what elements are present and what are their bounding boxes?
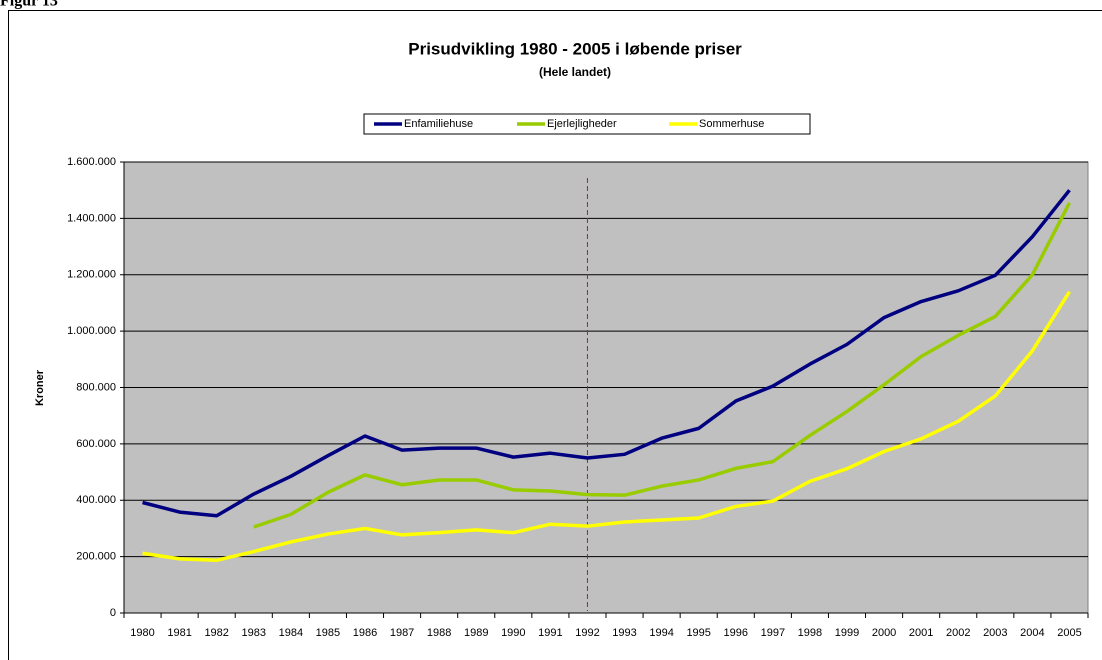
x-tick-label: 1994 [649,627,673,639]
x-tick-label: 1980 [130,627,154,639]
chart-subtitle: (Hele landet) [539,65,611,79]
y-tick-label: 800.000 [76,381,116,393]
figure-label: Figur 13 [0,0,58,10]
x-tick-label: 1983 [242,627,266,639]
y-tick-label: 1.600.000 [67,156,116,168]
x-tick-label: 2000 [872,627,896,639]
legend-label: Ejerlejligheder [547,118,617,130]
y-tick-label: 1.400.000 [67,212,116,224]
x-tick-label: 1998 [798,627,822,639]
y-tick-label: 1.000.000 [67,325,116,337]
x-tick-label: 1995 [686,627,710,639]
x-tick-label: 1991 [538,627,562,639]
y-tick-label: 200.000 [76,551,116,563]
x-tick-label: 1997 [761,627,785,639]
x-tick-label: 1989 [464,627,488,639]
x-tick-label: 1987 [390,627,414,639]
x-tick-label: 1982 [204,627,228,639]
legend-label: Sommerhuse [699,118,764,130]
x-tick-label: 2002 [946,627,970,639]
x-tick-label: 2001 [909,627,933,639]
y-tick-label: 0 [110,607,116,619]
chart-title: Prisudvikling 1980 - 2005 i løbende pris… [408,39,742,58]
x-tick-label: 1990 [501,627,525,639]
x-tick-label: 2005 [1057,627,1081,639]
x-tick-label: 1996 [724,627,748,639]
x-tick-label: 1993 [612,627,636,639]
y-tick-label: 400.000 [76,494,116,506]
series-line [142,189,1071,518]
x-tick-label: 1992 [575,627,599,639]
x-tick-label: 2004 [1020,627,1044,639]
x-tick-label: 1986 [353,627,377,639]
x-tick-label: 2003 [983,627,1007,639]
series-line [142,290,1071,563]
y-axis-label: Kroner [34,369,46,406]
x-tick-label: 1988 [427,627,451,639]
legend-box [363,113,811,135]
series-line [253,202,1072,529]
legend-label: Enfamiliehuse [404,118,473,130]
chart-frame [8,10,1102,660]
x-tick-label: 1985 [316,627,340,639]
x-tick-label: 1984 [279,627,303,639]
x-tick-label: 1999 [835,627,859,639]
x-tick-label: 1981 [167,627,191,639]
y-tick-label: 1.200.000 [67,269,116,281]
y-tick-label: 600.000 [76,438,116,450]
